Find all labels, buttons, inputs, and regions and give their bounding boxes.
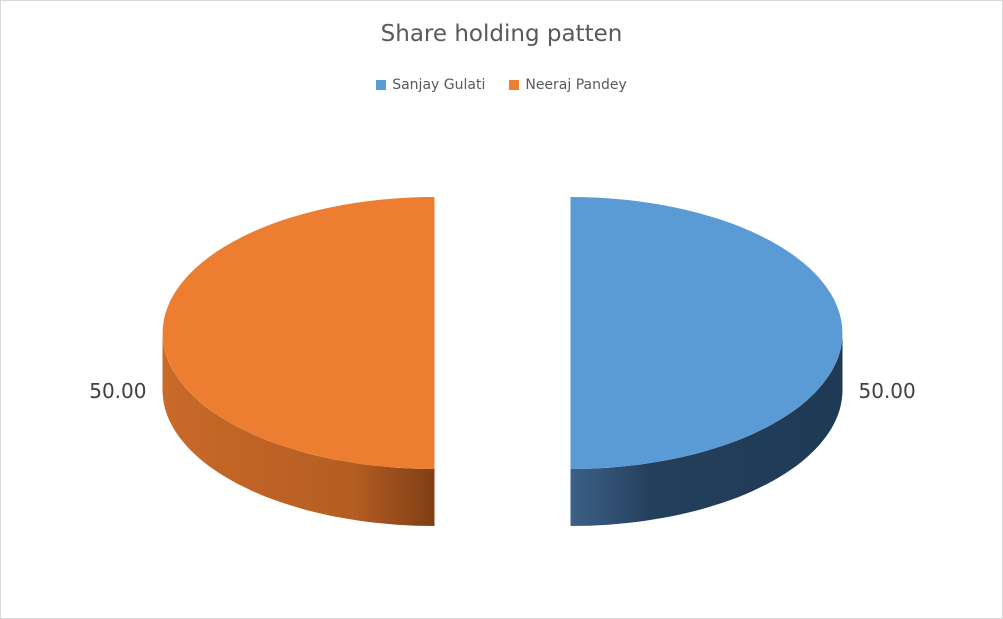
pie-slice-top bbox=[570, 197, 843, 469]
pie-slice-sanjay-gulati[interactable] bbox=[570, 197, 843, 526]
pie-slice-neeraj-pandey[interactable] bbox=[162, 197, 435, 526]
legend-label: Neeraj Pandey bbox=[525, 77, 627, 93]
legend-item-neeraj-pandey[interactable]: Neeraj Pandey bbox=[509, 77, 627, 93]
legend-label: Sanjay Gulati bbox=[392, 77, 486, 93]
data-label: 50.00 bbox=[859, 379, 916, 403]
legend: Sanjay Gulati Neeraj Pandey bbox=[1, 77, 1002, 93]
pie-slice-side bbox=[570, 333, 843, 526]
data-label: 50.00 bbox=[89, 379, 146, 403]
pie-slice-top bbox=[162, 197, 435, 469]
legend-swatch bbox=[509, 80, 520, 90]
legend-swatch bbox=[376, 80, 387, 90]
legend-item-sanjay-gulati[interactable]: Sanjay Gulati bbox=[376, 77, 485, 93]
chart-title: Share holding patten bbox=[380, 21, 623, 47]
pie-slice-side bbox=[162, 333, 435, 526]
